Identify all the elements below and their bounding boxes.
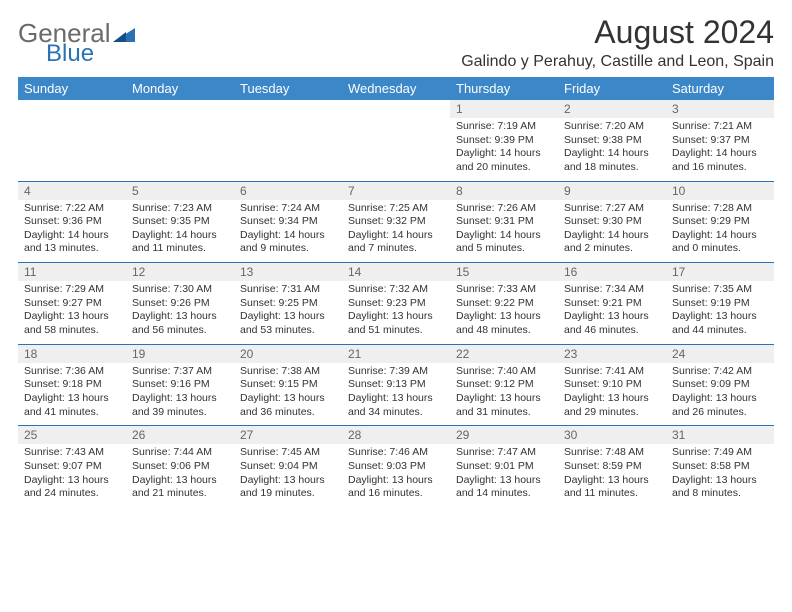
day-number-cell: 15 xyxy=(450,263,558,281)
day-details-cell: Sunrise: 7:35 AMSunset: 9:19 PMDaylight:… xyxy=(666,281,774,344)
details-row: Sunrise: 7:22 AMSunset: 9:36 PMDaylight:… xyxy=(18,200,774,263)
calendar-table: SundayMondayTuesdayWednesdayThursdayFrid… xyxy=(18,77,774,507)
day-number-cell: 16 xyxy=(558,263,666,281)
day-number-cell: 3 xyxy=(666,100,774,118)
day-details-cell: Sunrise: 7:38 AMSunset: 9:15 PMDaylight:… xyxy=(234,363,342,426)
daynum-row: 123 xyxy=(18,100,774,118)
day-details-cell xyxy=(234,118,342,181)
day-details-cell: Sunrise: 7:45 AMSunset: 9:04 PMDaylight:… xyxy=(234,444,342,507)
day-number-cell: 19 xyxy=(126,345,234,363)
day-number-cell: 26 xyxy=(126,426,234,444)
day-number-cell: 22 xyxy=(450,345,558,363)
day-details-cell: Sunrise: 7:31 AMSunset: 9:25 PMDaylight:… xyxy=(234,281,342,344)
day-details-cell: Sunrise: 7:43 AMSunset: 9:07 PMDaylight:… xyxy=(18,444,126,507)
brand-part2: Blue xyxy=(46,42,135,66)
day-details-cell: Sunrise: 7:42 AMSunset: 9:09 PMDaylight:… xyxy=(666,363,774,426)
details-row: Sunrise: 7:29 AMSunset: 9:27 PMDaylight:… xyxy=(18,281,774,344)
day-details-cell xyxy=(342,118,450,181)
daynum-row: 18192021222324 xyxy=(18,345,774,363)
day-number-cell: 4 xyxy=(18,182,126,200)
day-details-cell: Sunrise: 7:36 AMSunset: 9:18 PMDaylight:… xyxy=(18,363,126,426)
day-number-cell: 29 xyxy=(450,426,558,444)
day-details-cell: Sunrise: 7:39 AMSunset: 9:13 PMDaylight:… xyxy=(342,363,450,426)
dow-header-cell: Tuesday xyxy=(234,77,342,100)
day-details-cell: Sunrise: 7:48 AMSunset: 8:59 PMDaylight:… xyxy=(558,444,666,507)
title-block: August 2024 Galindo y Perahuy, Castille … xyxy=(461,14,774,71)
day-number-cell: 17 xyxy=(666,263,774,281)
day-number-cell: 30 xyxy=(558,426,666,444)
day-number-cell xyxy=(126,100,234,118)
day-number-cell xyxy=(342,100,450,118)
month-title: August 2024 xyxy=(461,14,774,51)
day-number-cell: 10 xyxy=(666,182,774,200)
dow-header-cell: Sunday xyxy=(18,77,126,100)
day-details-cell: Sunrise: 7:34 AMSunset: 9:21 PMDaylight:… xyxy=(558,281,666,344)
day-number-cell: 1 xyxy=(450,100,558,118)
day-details-cell: Sunrise: 7:33 AMSunset: 9:22 PMDaylight:… xyxy=(450,281,558,344)
day-details-cell: Sunrise: 7:26 AMSunset: 9:31 PMDaylight:… xyxy=(450,200,558,263)
day-number-cell: 11 xyxy=(18,263,126,281)
day-number-cell xyxy=(234,100,342,118)
details-row: Sunrise: 7:36 AMSunset: 9:18 PMDaylight:… xyxy=(18,363,774,426)
day-number-cell: 14 xyxy=(342,263,450,281)
day-number-cell: 31 xyxy=(666,426,774,444)
day-number-cell: 24 xyxy=(666,345,774,363)
day-number-cell: 20 xyxy=(234,345,342,363)
day-number-cell: 6 xyxy=(234,182,342,200)
day-number-cell: 28 xyxy=(342,426,450,444)
day-details-cell: Sunrise: 7:23 AMSunset: 9:35 PMDaylight:… xyxy=(126,200,234,263)
dow-header-cell: Saturday xyxy=(666,77,774,100)
day-details-cell xyxy=(18,118,126,181)
day-details-cell: Sunrise: 7:37 AMSunset: 9:16 PMDaylight:… xyxy=(126,363,234,426)
day-details-cell: Sunrise: 7:30 AMSunset: 9:26 PMDaylight:… xyxy=(126,281,234,344)
header: GeneralBlue August 2024 Galindo y Perahu… xyxy=(18,14,774,71)
day-number-cell: 18 xyxy=(18,345,126,363)
day-number-cell: 27 xyxy=(234,426,342,444)
day-details-cell: Sunrise: 7:25 AMSunset: 9:32 PMDaylight:… xyxy=(342,200,450,263)
daynum-row: 11121314151617 xyxy=(18,263,774,281)
calendar-body: SundayMondayTuesdayWednesdayThursdayFrid… xyxy=(18,77,774,507)
dow-header-cell: Thursday xyxy=(450,77,558,100)
day-number-cell xyxy=(18,100,126,118)
day-details-cell: Sunrise: 7:28 AMSunset: 9:29 PMDaylight:… xyxy=(666,200,774,263)
day-details-cell: Sunrise: 7:32 AMSunset: 9:23 PMDaylight:… xyxy=(342,281,450,344)
daynum-row: 45678910 xyxy=(18,182,774,200)
day-details-cell: Sunrise: 7:22 AMSunset: 9:36 PMDaylight:… xyxy=(18,200,126,263)
day-number-cell: 23 xyxy=(558,345,666,363)
day-details-cell: Sunrise: 7:20 AMSunset: 9:38 PMDaylight:… xyxy=(558,118,666,181)
day-details-cell: Sunrise: 7:40 AMSunset: 9:12 PMDaylight:… xyxy=(450,363,558,426)
day-number-cell: 5 xyxy=(126,182,234,200)
day-number-cell: 21 xyxy=(342,345,450,363)
day-details-cell: Sunrise: 7:29 AMSunset: 9:27 PMDaylight:… xyxy=(18,281,126,344)
day-details-cell: Sunrise: 7:46 AMSunset: 9:03 PMDaylight:… xyxy=(342,444,450,507)
day-details-cell: Sunrise: 7:19 AMSunset: 9:39 PMDaylight:… xyxy=(450,118,558,181)
dow-header-cell: Friday xyxy=(558,77,666,100)
day-number-cell: 2 xyxy=(558,100,666,118)
day-number-cell: 9 xyxy=(558,182,666,200)
details-row: Sunrise: 7:43 AMSunset: 9:07 PMDaylight:… xyxy=(18,444,774,507)
day-details-cell: Sunrise: 7:41 AMSunset: 9:10 PMDaylight:… xyxy=(558,363,666,426)
day-number-cell: 13 xyxy=(234,263,342,281)
daynum-row: 25262728293031 xyxy=(18,426,774,444)
day-number-cell: 7 xyxy=(342,182,450,200)
details-row: Sunrise: 7:19 AMSunset: 9:39 PMDaylight:… xyxy=(18,118,774,181)
dow-header-cell: Monday xyxy=(126,77,234,100)
brand-logo: GeneralBlue xyxy=(18,20,135,66)
day-details-cell: Sunrise: 7:49 AMSunset: 8:58 PMDaylight:… xyxy=(666,444,774,507)
day-details-cell: Sunrise: 7:24 AMSunset: 9:34 PMDaylight:… xyxy=(234,200,342,263)
day-details-cell: Sunrise: 7:47 AMSunset: 9:01 PMDaylight:… xyxy=(450,444,558,507)
day-number-cell: 8 xyxy=(450,182,558,200)
day-details-cell: Sunrise: 7:44 AMSunset: 9:06 PMDaylight:… xyxy=(126,444,234,507)
day-details-cell xyxy=(126,118,234,181)
day-details-cell: Sunrise: 7:21 AMSunset: 9:37 PMDaylight:… xyxy=(666,118,774,181)
day-number-cell: 25 xyxy=(18,426,126,444)
dow-header-cell: Wednesday xyxy=(342,77,450,100)
location-subtitle: Galindo y Perahuy, Castille and Leon, Sp… xyxy=(461,53,774,71)
day-details-cell: Sunrise: 7:27 AMSunset: 9:30 PMDaylight:… xyxy=(558,200,666,263)
dow-header-row: SundayMondayTuesdayWednesdayThursdayFrid… xyxy=(18,77,774,100)
day-number-cell: 12 xyxy=(126,263,234,281)
